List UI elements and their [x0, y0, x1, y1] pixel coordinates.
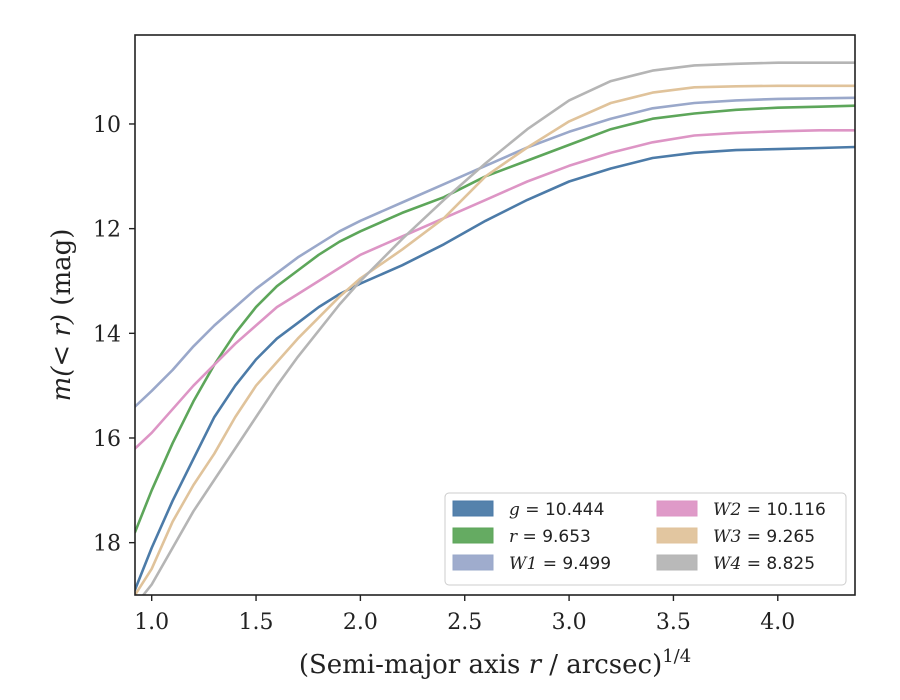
- legend-label-w1: W1 = 9.499: [509, 554, 611, 574]
- y-tick-label: 12: [93, 218, 121, 243]
- x-axis-title: (Semi-major axis r / arcsec)1/4: [299, 646, 691, 680]
- legend-swatch-w3: [656, 527, 698, 544]
- series-line-g: [135, 145, 855, 592]
- legend: g = 10.444 r = 9.653 W1 = 9.499 W2 = 10.116…: [444, 492, 847, 586]
- y-tick-label: 18: [93, 532, 121, 557]
- x-tick-label: 1.0: [134, 610, 169, 635]
- legend-label-r: r = 9.653: [509, 527, 591, 547]
- y-tick-label: 14: [93, 322, 121, 347]
- y-tick-label: 16: [93, 427, 121, 452]
- series-line-w4: [141, 61, 855, 595]
- y-tick-label: 10: [93, 113, 121, 138]
- legend-swatch-w1: [452, 554, 494, 571]
- x-tick-label: 2.0: [343, 610, 378, 635]
- series-line-r: [135, 104, 855, 534]
- plot-frame: [134, 34, 856, 596]
- series-line-w2: [135, 129, 855, 450]
- legend-label-g: g = 10.444: [509, 500, 604, 520]
- y-axis-title: m(< r) (mag): [47, 229, 77, 402]
- legend-label-w3: W3 = 9.265: [713, 527, 815, 547]
- legend-label-w2: W2 = 10.116: [713, 500, 826, 520]
- x-tick-label: 3.0: [552, 610, 587, 635]
- legend-label-w4: W4 = 8.825: [713, 554, 815, 574]
- x-tick-label: 2.5: [447, 610, 482, 635]
- x-tick-label: 3.5: [656, 610, 691, 635]
- legend-swatch-w2: [656, 500, 698, 517]
- legend-swatch-r: [452, 527, 494, 544]
- legend-swatch-g: [452, 500, 494, 517]
- ticks-layer: 1.0 1.5 2.0 2.5 3.0 3.5 4.0 10 12 14 16 18: [93, 113, 795, 635]
- legend-box: [444, 492, 847, 586]
- series-line-w3: [135, 84, 855, 595]
- legend-swatch-w4: [656, 554, 698, 571]
- x-tick-label: 4.0: [760, 610, 795, 635]
- x-tick-label: 1.5: [239, 610, 274, 635]
- series-line-w1: [135, 96, 855, 408]
- series-layer: [135, 61, 855, 595]
